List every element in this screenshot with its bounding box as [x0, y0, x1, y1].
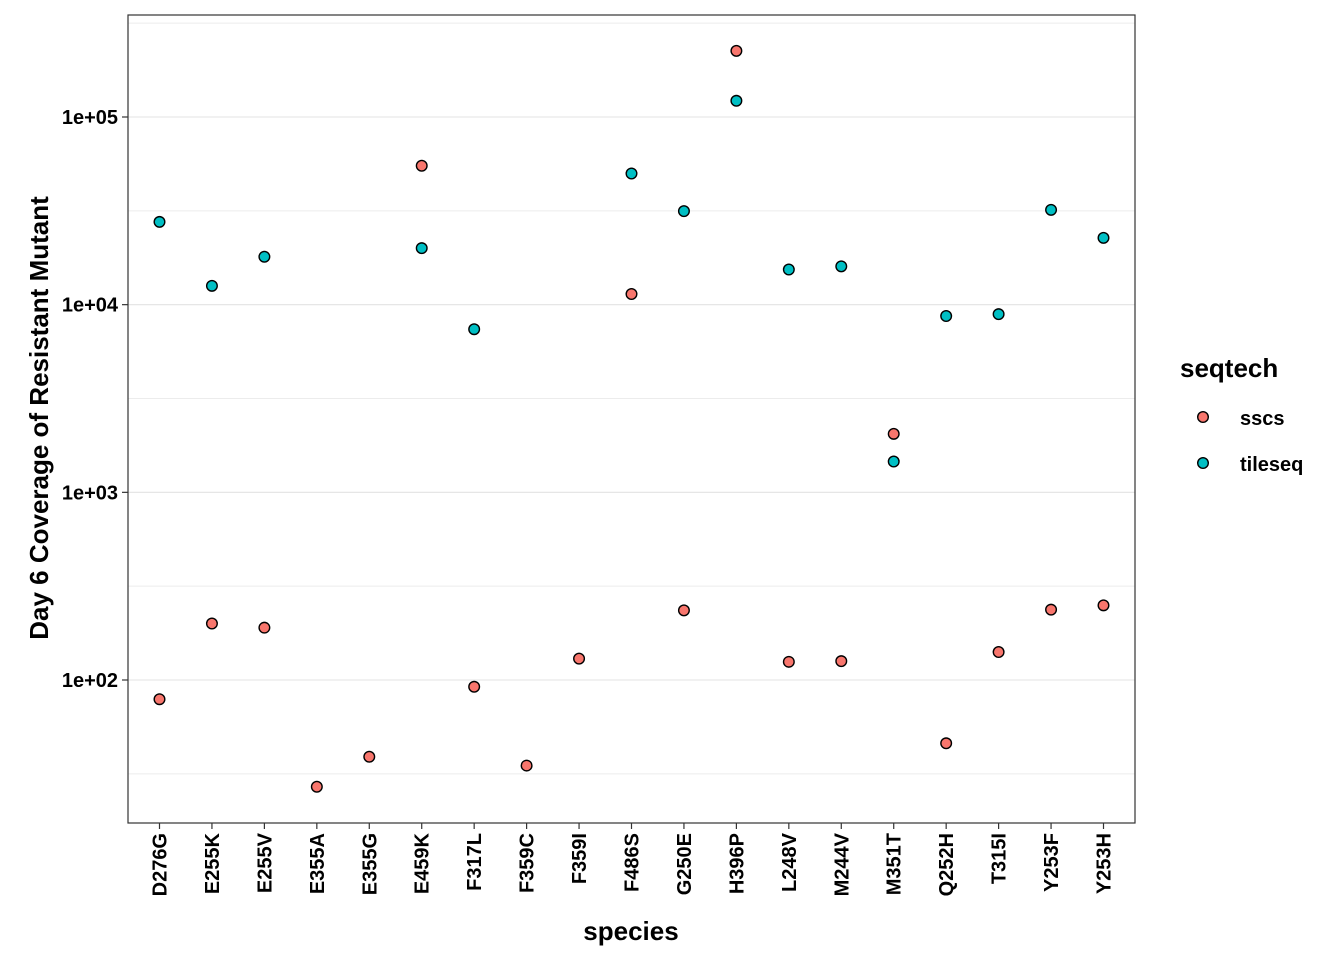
x-tick-label: E459K: [412, 832, 434, 894]
data-point-tileseq: [625, 167, 638, 180]
data-point-tileseq: [992, 308, 1005, 321]
data-point-sscs: [415, 159, 428, 172]
data-point-tileseq: [940, 310, 953, 323]
data-point-tileseq: [835, 260, 848, 273]
data-point-tileseq: [258, 250, 271, 263]
x-tick-label: H396P: [726, 833, 748, 894]
x-tick-label: G250E: [674, 833, 696, 895]
x-tick-label: E355A: [307, 833, 329, 894]
plot-panel-border: [127, 14, 1136, 824]
y-axis: 1e+02 1e+03 1e+04 1e+05: [62, 107, 128, 692]
data-point-sscs: [730, 44, 743, 57]
data-point-tileseq: [1045, 203, 1058, 216]
data-points: [153, 44, 1110, 793]
data-point-tileseq: [782, 263, 795, 276]
x-tick-label: Y253F: [1041, 833, 1063, 892]
y-tick-label: 1e+02: [62, 670, 118, 692]
data-point-tileseq: [677, 205, 690, 218]
x-tick-label: D276G: [150, 833, 172, 896]
data-point-sscs: [1045, 603, 1058, 616]
data-point-sscs: [835, 655, 848, 668]
data-point-sscs: [310, 780, 323, 793]
x-tick-label: F486S: [622, 833, 644, 892]
y-tick-label: 1e+05: [62, 107, 118, 129]
data-point-tileseq: [468, 323, 481, 336]
x-tick-label: F317L: [464, 833, 486, 891]
data-point-sscs: [887, 427, 900, 440]
data-point-sscs: [940, 737, 953, 750]
legend-key-sscs: [1196, 411, 1209, 424]
data-point-tileseq: [887, 455, 900, 468]
x-tick-label: M351T: [884, 833, 906, 895]
data-point-sscs: [625, 287, 638, 300]
legend-key-tileseq: [1196, 457, 1209, 470]
y-tick-label: 1e+03: [62, 482, 118, 504]
x-tick-label: E255V: [254, 832, 276, 893]
data-point-sscs: [1097, 599, 1110, 612]
x-tick-label: M244V: [831, 832, 853, 896]
legend: seqtech sscs tileseq: [1180, 353, 1303, 476]
x-tick-label: Q252H: [936, 833, 958, 896]
data-point-tileseq: [415, 242, 428, 255]
data-point-tileseq: [153, 215, 166, 228]
data-point-sscs: [573, 652, 586, 665]
data-point-sscs: [782, 655, 795, 668]
data-point-tileseq: [1097, 231, 1110, 244]
y-tick-label: 1e+04: [62, 295, 119, 317]
x-axis: D276G E255K E255V E355A E355G E459K F317L F359C…: [150, 823, 1116, 896]
x-tick-label: E355G: [359, 833, 381, 895]
data-point-sscs: [992, 645, 1005, 658]
x-tick-label: T315I: [989, 833, 1011, 884]
data-point-sscs: [258, 621, 271, 634]
x-tick-label: E255K: [202, 832, 224, 894]
y-axis-title: Day 6 Coverage of Resistant Mutant: [24, 196, 54, 640]
x-axis-title: species: [583, 916, 678, 946]
data-point-sscs: [205, 617, 218, 630]
legend-label-sscs: sscs: [1240, 408, 1285, 430]
data-point-sscs: [468, 680, 481, 693]
data-point-tileseq: [730, 94, 743, 107]
x-tick-label: Y253H: [1094, 833, 1116, 894]
x-tick-label: L248V: [779, 832, 801, 892]
data-point-sscs: [520, 759, 533, 772]
x-tick-label: F359I: [569, 833, 591, 884]
data-point-sscs: [153, 693, 166, 706]
data-point-sscs: [363, 750, 376, 763]
data-point-sscs: [677, 604, 690, 617]
legend-title: seqtech: [1180, 353, 1278, 383]
data-point-tileseq: [205, 279, 218, 292]
legend-label-tileseq: tileseq: [1240, 454, 1303, 476]
legend-items: sscs tileseq: [1196, 408, 1303, 476]
grid-lines: [128, 22, 1135, 775]
x-tick-label: F359C: [517, 833, 539, 893]
